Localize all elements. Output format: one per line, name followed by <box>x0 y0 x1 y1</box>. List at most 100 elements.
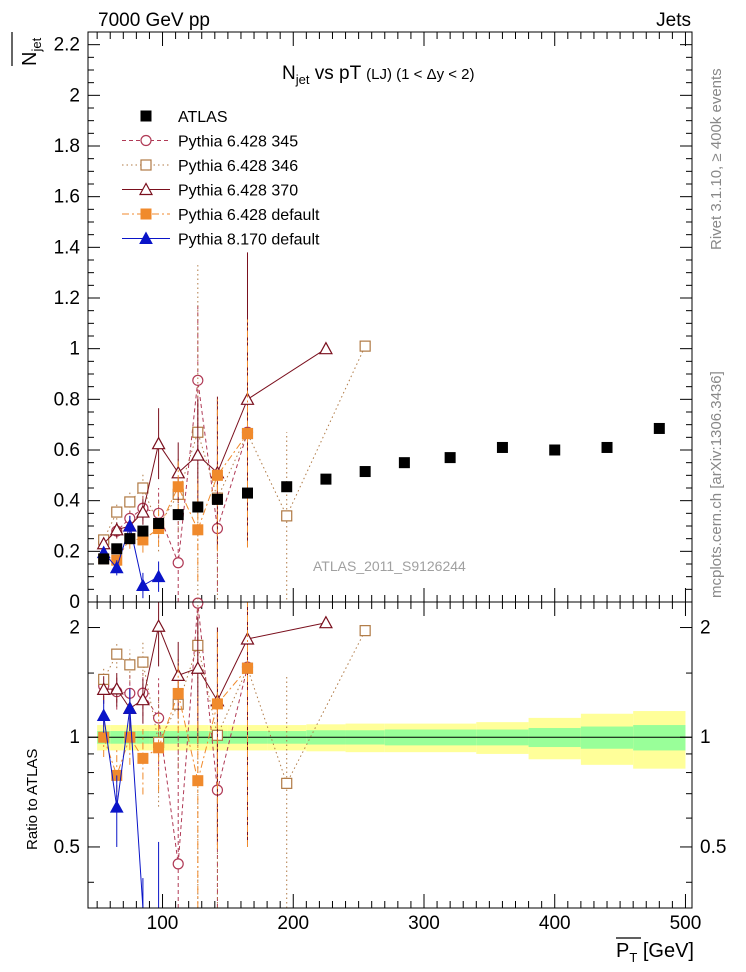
data-point <box>359 466 371 478</box>
legend-item: Pythia 6.428 345 <box>122 134 298 151</box>
data-point <box>124 496 136 508</box>
data-point <box>151 569 166 583</box>
ratio-band-inner <box>633 725 686 751</box>
legend: ATLAS Pythia 6.428 345 Pythia 6.428 346 Pyt… <box>122 109 320 249</box>
ratio-point <box>172 858 184 870</box>
y-tick-label: 1.8 <box>54 136 80 157</box>
data-point <box>137 482 149 494</box>
data-point <box>192 501 204 513</box>
data-point <box>211 493 223 505</box>
legend-item: Pythia 6.428 346 <box>122 158 298 175</box>
ratio-y-label: Ratio to ATLAS <box>24 749 41 850</box>
series-atlas <box>98 422 665 565</box>
x-axis-label: PT [GeV] <box>616 937 694 965</box>
plot-title-cond: (LJ) (1 < Δy < 2) <box>366 66 474 83</box>
plot-title: Njet vs pT (LJ) (1 < Δy < 2) <box>282 63 475 87</box>
data-point <box>192 524 204 536</box>
ratio-line <box>103 622 327 710</box>
data-point <box>111 543 123 555</box>
data-point <box>281 481 293 493</box>
ratio-point <box>96 682 111 695</box>
legend-marker <box>140 159 152 171</box>
data-point <box>318 341 333 355</box>
legend-label: Pythia 6.428 default <box>178 207 320 224</box>
y-tick-label: 1 <box>69 339 80 360</box>
data-point <box>109 522 124 536</box>
ratio-tick-label: 0.5 <box>54 837 80 858</box>
ratio-point <box>240 631 255 645</box>
data-point <box>211 469 223 481</box>
ratio-tick-label-right: 0.5 <box>700 837 726 858</box>
data-point <box>98 553 110 565</box>
legend-marker <box>138 182 154 196</box>
data-point <box>111 506 123 518</box>
legend-marker <box>140 110 152 122</box>
x-tick-label: 500 <box>670 913 702 934</box>
data-point <box>601 441 613 453</box>
x-label-unit: [GeV] <box>637 940 694 962</box>
data-point <box>496 441 508 453</box>
ratio-point <box>137 656 149 668</box>
legend-item: Pythia 6.428 370 <box>122 182 298 200</box>
legend-label: ATLAS <box>178 109 228 126</box>
legend-marker <box>140 208 152 220</box>
data-point <box>241 487 253 499</box>
y-tick-label: 0.2 <box>54 541 80 562</box>
y-tick-label: 1.2 <box>54 288 80 309</box>
y-tick-label: 0.8 <box>54 389 80 410</box>
data-point <box>153 517 165 529</box>
plot-title-rest: vs pT <box>309 63 366 84</box>
ratio-tick-label: 2 <box>69 618 80 639</box>
series-line <box>103 348 327 545</box>
data-point <box>398 457 410 469</box>
x-label-sub: T <box>629 950 637 965</box>
ratio-tick-label-right: 2 <box>700 618 711 639</box>
ratio-point <box>109 800 124 813</box>
y-tick-label: 0.4 <box>54 491 81 512</box>
ratio-point <box>190 660 205 674</box>
y-label-main: N <box>19 52 41 66</box>
legend-item: Pythia 8.170 default <box>122 231 320 249</box>
ratio-point <box>192 597 204 609</box>
ratio-point <box>124 659 136 671</box>
x-tick-label: 200 <box>277 913 309 934</box>
ratio-point <box>211 698 223 710</box>
y-tick-label: 0.6 <box>54 440 80 461</box>
ratio-point <box>111 648 123 660</box>
data-series <box>96 252 665 909</box>
ratio-tick-label: 1 <box>69 727 80 748</box>
x-label-text: PT [GeV] <box>616 940 694 965</box>
ratio-point <box>151 619 166 632</box>
legend-item: ATLAS <box>140 109 228 126</box>
y-axis-label: Njet <box>11 32 44 66</box>
ratio-tick-label-right: 1 <box>700 727 711 748</box>
ratio-point <box>152 712 165 724</box>
x-tick-label: 400 <box>539 913 571 934</box>
y-tick-label: 2 <box>69 85 80 106</box>
data-point <box>281 510 293 522</box>
data-point <box>124 533 136 545</box>
legend-marker <box>139 231 153 244</box>
data-point <box>172 481 184 493</box>
data-point <box>136 578 150 592</box>
y-tick-label: 0 <box>69 592 80 613</box>
ratio-point <box>172 687 184 699</box>
rivet-label: Rivet 3.1.10, ≥ 400k events <box>708 68 725 250</box>
y-tick-label: 2.2 <box>54 35 80 56</box>
analysis-watermark: ATLAS_2011_S9126244 <box>313 558 466 574</box>
ratio-point <box>109 681 124 695</box>
series-pythia-6-428-default <box>98 319 253 908</box>
ratio-point <box>318 615 333 629</box>
ratio-point <box>135 692 150 706</box>
y-tick-label: 1.6 <box>54 187 80 208</box>
legend-label: Pythia 8.170 default <box>178 232 320 249</box>
ratio-point <box>171 668 186 681</box>
x-tick-label: 300 <box>408 913 440 934</box>
data-point <box>190 447 205 461</box>
data-point <box>135 504 150 518</box>
data-point <box>359 340 371 352</box>
ratio-point <box>96 708 111 722</box>
header-right: Jets <box>656 10 691 31</box>
mcplots-label: mcplots.cern.ch [arXiv:1306.3436] <box>708 371 725 598</box>
data-point <box>172 509 184 521</box>
